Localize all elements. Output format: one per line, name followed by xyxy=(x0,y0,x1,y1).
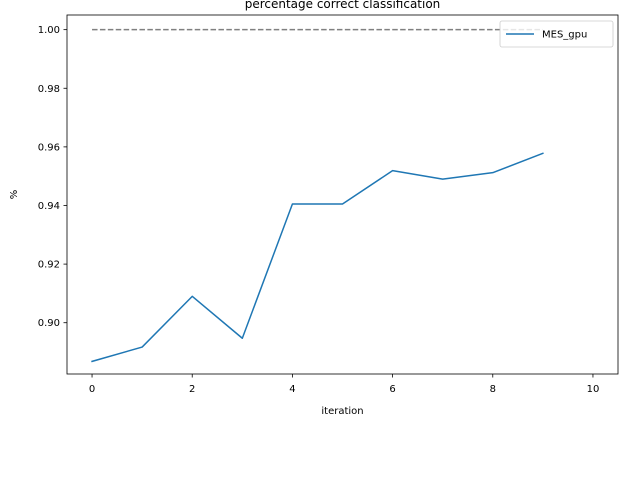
axes: 0 2 4 6 8 10 0.90 0.92 0.94 0.96 0.98 1.00 xyxy=(38,14,619,395)
legend-label: MES_gpu xyxy=(542,30,587,41)
legend: MES_gpu xyxy=(499,20,614,48)
plot-area xyxy=(91,28,544,363)
x-tick-label: 6 xyxy=(389,384,395,395)
y-tick-label: 0.94 xyxy=(38,201,60,212)
x-tick-label: 0 xyxy=(89,384,95,395)
series-line-mes-gpu xyxy=(91,152,544,363)
y-tick-label: 0.96 xyxy=(38,142,60,153)
chart-title: percentage correct classification xyxy=(245,0,441,11)
y-axis-label: % xyxy=(9,190,20,200)
x-tick-label: 8 xyxy=(490,384,496,395)
y-tick-label: 0.92 xyxy=(38,260,60,271)
x-tick-label: 10 xyxy=(587,384,600,395)
x-axis-label: iteration xyxy=(321,406,363,417)
legend-box xyxy=(499,20,614,48)
y-tick-label: 1.00 xyxy=(38,25,60,36)
y-tick-label: 0.90 xyxy=(38,318,60,329)
axes-frame xyxy=(66,14,619,375)
x-tick-label: 2 xyxy=(189,384,195,395)
x-tick-label: 4 xyxy=(289,384,295,395)
y-tick-label: 0.98 xyxy=(38,84,60,95)
